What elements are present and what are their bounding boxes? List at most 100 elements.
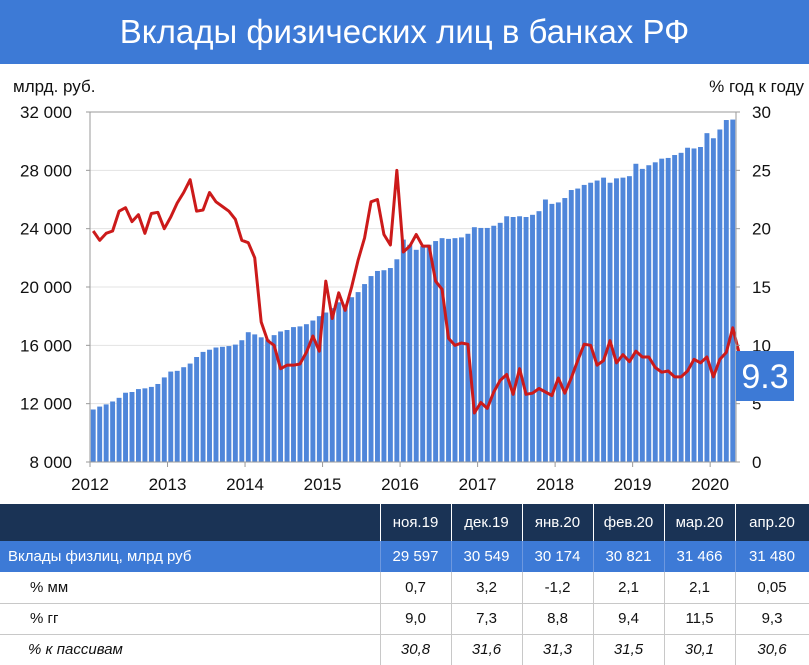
right-tick-label: 5 [752,395,761,414]
bar [652,162,658,462]
table-cell: 30 549 [451,541,523,572]
grid [90,169,736,405]
table-cell: 9,3 [735,603,809,635]
bar [446,238,451,462]
bar [316,316,322,462]
left-tick-label: 28 000 [20,161,72,180]
column-header: янв.20 [522,504,594,541]
bar [400,239,406,462]
bar [310,320,316,462]
table-cell: 2,1 [664,572,736,604]
bar [110,401,116,462]
column-header: мар.20 [664,504,736,541]
table-cell: 3,2 [451,572,523,604]
table-header-row: ноя.19 дек.19 янв.20 фев.20 мар.20 апр.2… [0,504,809,541]
bar [491,225,497,462]
bar [626,176,632,463]
bar [97,406,103,462]
right-axis-ticks: 0 5 10 15 20 25 30 [736,103,771,472]
table-cell: 7,3 [451,603,523,635]
x-tick-label: 2014 [226,475,264,494]
right-tick-label: 30 [752,103,771,122]
bar [581,184,587,463]
right-axis-unit: % год к году [709,77,804,96]
bar [497,222,503,462]
bar [607,182,613,462]
bar [207,349,212,462]
bar [387,268,393,462]
bar [129,392,135,462]
bar [484,227,490,462]
current-value-badge [736,351,794,401]
bar [155,383,161,462]
table-cell: 30 174 [522,541,594,572]
bar [368,276,374,462]
bar [504,216,510,462]
bar [672,155,678,462]
left-tick-label: 16 000 [20,336,72,355]
bar [562,198,568,463]
table-cell: 8,8 [522,603,594,635]
bar [439,238,445,462]
left-tick-label: 20 000 [20,278,72,297]
right-tick-label: 10 [752,336,771,355]
bar [698,147,703,462]
current-value-text: 9.3 [741,358,788,396]
bar [303,324,309,462]
chart-title: Вклады физических лиц в банках РФ [0,0,809,64]
column-header: ноя.19 [380,504,452,541]
bar [219,346,225,462]
bar [685,147,691,462]
bar [478,227,484,462]
row-label: % к пассивам [0,634,381,665]
bar [291,327,296,462]
bar [710,138,716,462]
bar [542,199,548,462]
bar [639,168,645,463]
bars-series [90,119,736,463]
bar [588,182,594,462]
row-label: % мм [0,572,381,604]
bar [433,241,439,462]
bar [381,270,387,462]
x-tick-label: 2020 [691,475,729,494]
table-cell: 30 821 [593,541,665,572]
bar [394,259,400,462]
bar [601,177,607,463]
x-tick-label: 2012 [71,475,109,494]
bar [362,284,368,462]
table-cell: 31,3 [522,634,594,665]
bar [459,237,464,462]
bar [116,397,122,462]
bar [452,238,458,462]
bar [329,308,335,462]
bar [323,312,329,462]
bar [103,404,109,462]
bar [232,344,238,462]
bar [471,227,477,462]
bar [678,152,684,462]
bar [239,340,245,462]
bar [530,214,535,462]
table-cell: 31 480 [735,541,809,572]
bar [213,347,219,462]
bar [646,165,652,462]
bar [575,188,581,462]
table-cell: 0,05 [735,572,809,604]
table-row: Вклады физлиц, млрд руб 29 597 30 549 30… [0,541,809,572]
bar [148,386,154,462]
row-label: Вклады физлиц, млрд руб [0,541,381,572]
table-cell: 31,6 [451,634,523,665]
column-header: апр.20 [735,504,809,541]
bar [258,337,264,462]
table-cell: 9,0 [380,603,452,635]
right-tick-label: 0 [752,453,761,472]
x-tick-label: 2016 [381,475,419,494]
x-axis-ticks: 2012 2013 2014 2015 2016 2017 2018 2019 2020 [71,462,729,494]
bar [704,133,710,462]
x-tick-label: 2015 [304,475,342,494]
left-axis-ticks: 8 000 12 000 16 000 20 000 24 000 28 000 32 00… [20,103,90,472]
data-table: ноя.19 дек.19 янв.20 фев.20 мар.20 апр.2… [0,504,809,665]
left-tick-label: 32 000 [20,103,72,122]
table-cell: 2,1 [593,572,665,604]
